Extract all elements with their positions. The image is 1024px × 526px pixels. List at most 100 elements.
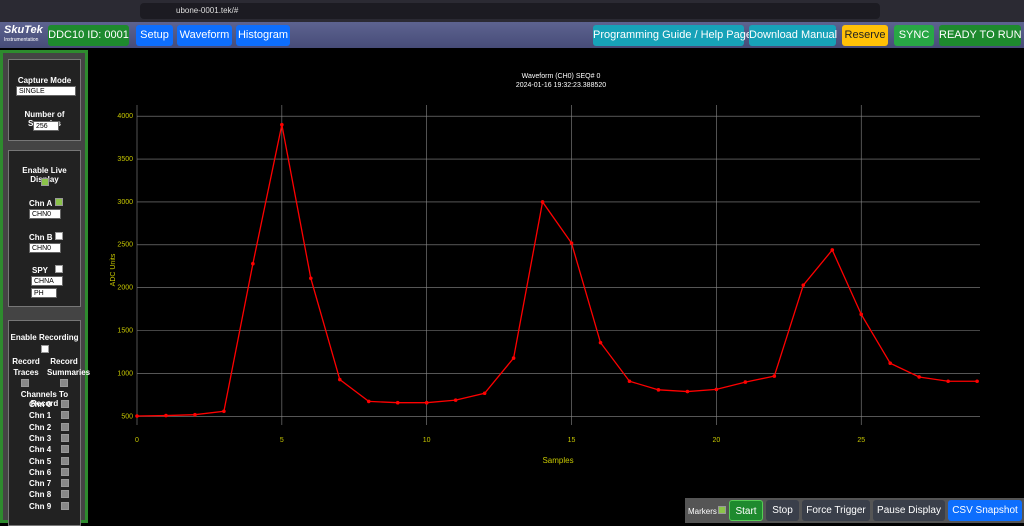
pause-button[interactable]: Pause Display bbox=[873, 500, 945, 521]
chart: Waveform (CH0) SEQ# 0 2024-01-16 19:32:2… bbox=[110, 73, 980, 465]
device-button[interactable]: DDC10 ID: 0001 bbox=[48, 25, 129, 46]
channel-label: Chn 0 bbox=[29, 400, 52, 409]
y-tick-label: 1500 bbox=[117, 327, 133, 334]
data-point bbox=[309, 276, 313, 281]
label: Capture Mode bbox=[17, 76, 72, 85]
logo[interactable]: SkuTek bbox=[4, 24, 43, 36]
select[interactable]: PH bbox=[31, 288, 57, 298]
tab[interactable]: Waveform bbox=[177, 25, 232, 46]
checkbox[interactable] bbox=[61, 501, 69, 510]
channel-label: Chn 1 bbox=[29, 411, 52, 421]
chart-title: Waveform (CH0) SEQ# 0 bbox=[522, 73, 601, 80]
data-point bbox=[395, 400, 400, 405]
data-point bbox=[830, 248, 835, 252]
data-point bbox=[743, 380, 748, 384]
checkbox[interactable] bbox=[61, 400, 69, 408]
select[interactable]: SINGLE bbox=[16, 86, 76, 96]
reserve-button[interactable]: Reserve bbox=[842, 25, 888, 46]
data-point bbox=[251, 261, 255, 266]
channel-label: Chn 3 bbox=[29, 433, 52, 443]
start-button[interactable]: Start bbox=[729, 500, 763, 521]
manual-button[interactable]: Download Manual bbox=[749, 25, 837, 46]
checkbox[interactable] bbox=[61, 467, 69, 476]
channel-label: Chn 8 bbox=[29, 490, 52, 500]
chart-subtitle: 2024-01-16 19:32:23.388520 bbox=[516, 82, 606, 89]
channel-label: Chn 6 bbox=[29, 467, 52, 477]
checkbox[interactable] bbox=[41, 178, 49, 186]
label: Record Traces bbox=[12, 357, 40, 377]
x-tick-label: 10 bbox=[423, 437, 431, 444]
y-axis-label: ADC Units bbox=[110, 253, 117, 286]
label: Chn A bbox=[29, 199, 53, 208]
y-tick-label: 2500 bbox=[117, 242, 133, 249]
label: Enable Recording bbox=[10, 333, 79, 342]
x-tick-label: 0 bbox=[135, 437, 139, 444]
data-point bbox=[685, 389, 690, 394]
channel-label: Chn 9 bbox=[29, 501, 52, 511]
select[interactable]: CHN0 bbox=[29, 243, 61, 253]
x-tick-label: 25 bbox=[857, 437, 865, 444]
checkbox[interactable] bbox=[718, 506, 726, 514]
stop-button[interactable]: Stop bbox=[766, 500, 799, 521]
label: Chn B bbox=[29, 233, 53, 242]
toolbar: Markers Start Stop Force Trigger Pause D… bbox=[685, 498, 1024, 523]
markers-label: Markers bbox=[688, 507, 717, 516]
sync-button[interactable]: SYNC bbox=[894, 25, 934, 46]
x-tick-label: 20 bbox=[712, 437, 720, 444]
status-button[interactable]: READY TO RUN bbox=[939, 25, 1022, 46]
sidebar: Capture Mode SINGLE Number of Samples 25… bbox=[0, 50, 91, 526]
url-bar[interactable]: ubone-0001.tek/# bbox=[140, 3, 880, 19]
data-point bbox=[627, 379, 632, 384]
checkbox[interactable] bbox=[60, 379, 68, 387]
select[interactable]: 256 bbox=[33, 121, 59, 131]
select[interactable]: CHNA bbox=[31, 276, 63, 286]
data-point bbox=[222, 409, 226, 414]
y-tick-label: 2000 bbox=[117, 285, 133, 292]
capture-panel: Capture Mode SINGLE Number of Samples 25… bbox=[8, 59, 81, 141]
data-point bbox=[135, 414, 139, 418]
checkbox[interactable] bbox=[61, 445, 69, 454]
data-point bbox=[975, 379, 979, 384]
trigger-button[interactable]: Force Trigger bbox=[802, 500, 870, 521]
csv-button[interactable]: CSV Snapshot bbox=[948, 500, 1022, 521]
checkbox[interactable] bbox=[61, 422, 69, 431]
y-tick-label: 4000 bbox=[117, 113, 133, 120]
data-point bbox=[598, 340, 603, 345]
help-button[interactable]: Programming Guide / Help Pages bbox=[593, 25, 757, 46]
channel-label: Chn 2 bbox=[29, 422, 52, 432]
data-point bbox=[917, 375, 921, 379]
checkbox[interactable] bbox=[55, 265, 63, 273]
select[interactable]: CHN0 bbox=[29, 209, 61, 219]
label: Record Summaries bbox=[47, 357, 91, 377]
data-point bbox=[511, 356, 516, 360]
channel-label: Chn 4 bbox=[29, 445, 52, 455]
y-tick-label: 3000 bbox=[117, 199, 133, 206]
checkbox[interactable] bbox=[61, 479, 69, 488]
checkbox[interactable] bbox=[55, 198, 63, 206]
data-point bbox=[714, 387, 719, 392]
y-tick-label: 1000 bbox=[117, 370, 133, 377]
checkbox[interactable] bbox=[61, 490, 69, 499]
channel-label: Chn 5 bbox=[29, 456, 52, 466]
tab[interactable]: Histogram bbox=[236, 25, 290, 46]
data-point bbox=[946, 379, 950, 384]
checkbox[interactable] bbox=[55, 232, 63, 240]
checkbox[interactable] bbox=[21, 379, 29, 387]
data-point bbox=[164, 413, 168, 418]
logo-sub: Instrumentation bbox=[4, 37, 39, 43]
data-point bbox=[482, 391, 487, 396]
checkbox[interactable] bbox=[61, 456, 69, 465]
browser-chrome: ubone-0001.tek/# bbox=[0, 0, 1024, 22]
data-point bbox=[801, 283, 806, 287]
navbar: SkuTek Instrumentation DDC10 ID: 0001 Se… bbox=[0, 22, 1024, 48]
display-panel: Enable Live Display Chn A CHN0 Chn B CHN… bbox=[8, 150, 81, 307]
checkbox[interactable] bbox=[61, 411, 69, 420]
data-point bbox=[193, 412, 197, 417]
checkbox[interactable] bbox=[41, 345, 49, 353]
tab[interactable]: Setup bbox=[136, 25, 173, 46]
data-point bbox=[337, 377, 342, 382]
checkbox[interactable] bbox=[61, 433, 69, 442]
label: Channels To Record bbox=[20, 390, 69, 408]
x-axis-label: Samples bbox=[542, 456, 573, 465]
